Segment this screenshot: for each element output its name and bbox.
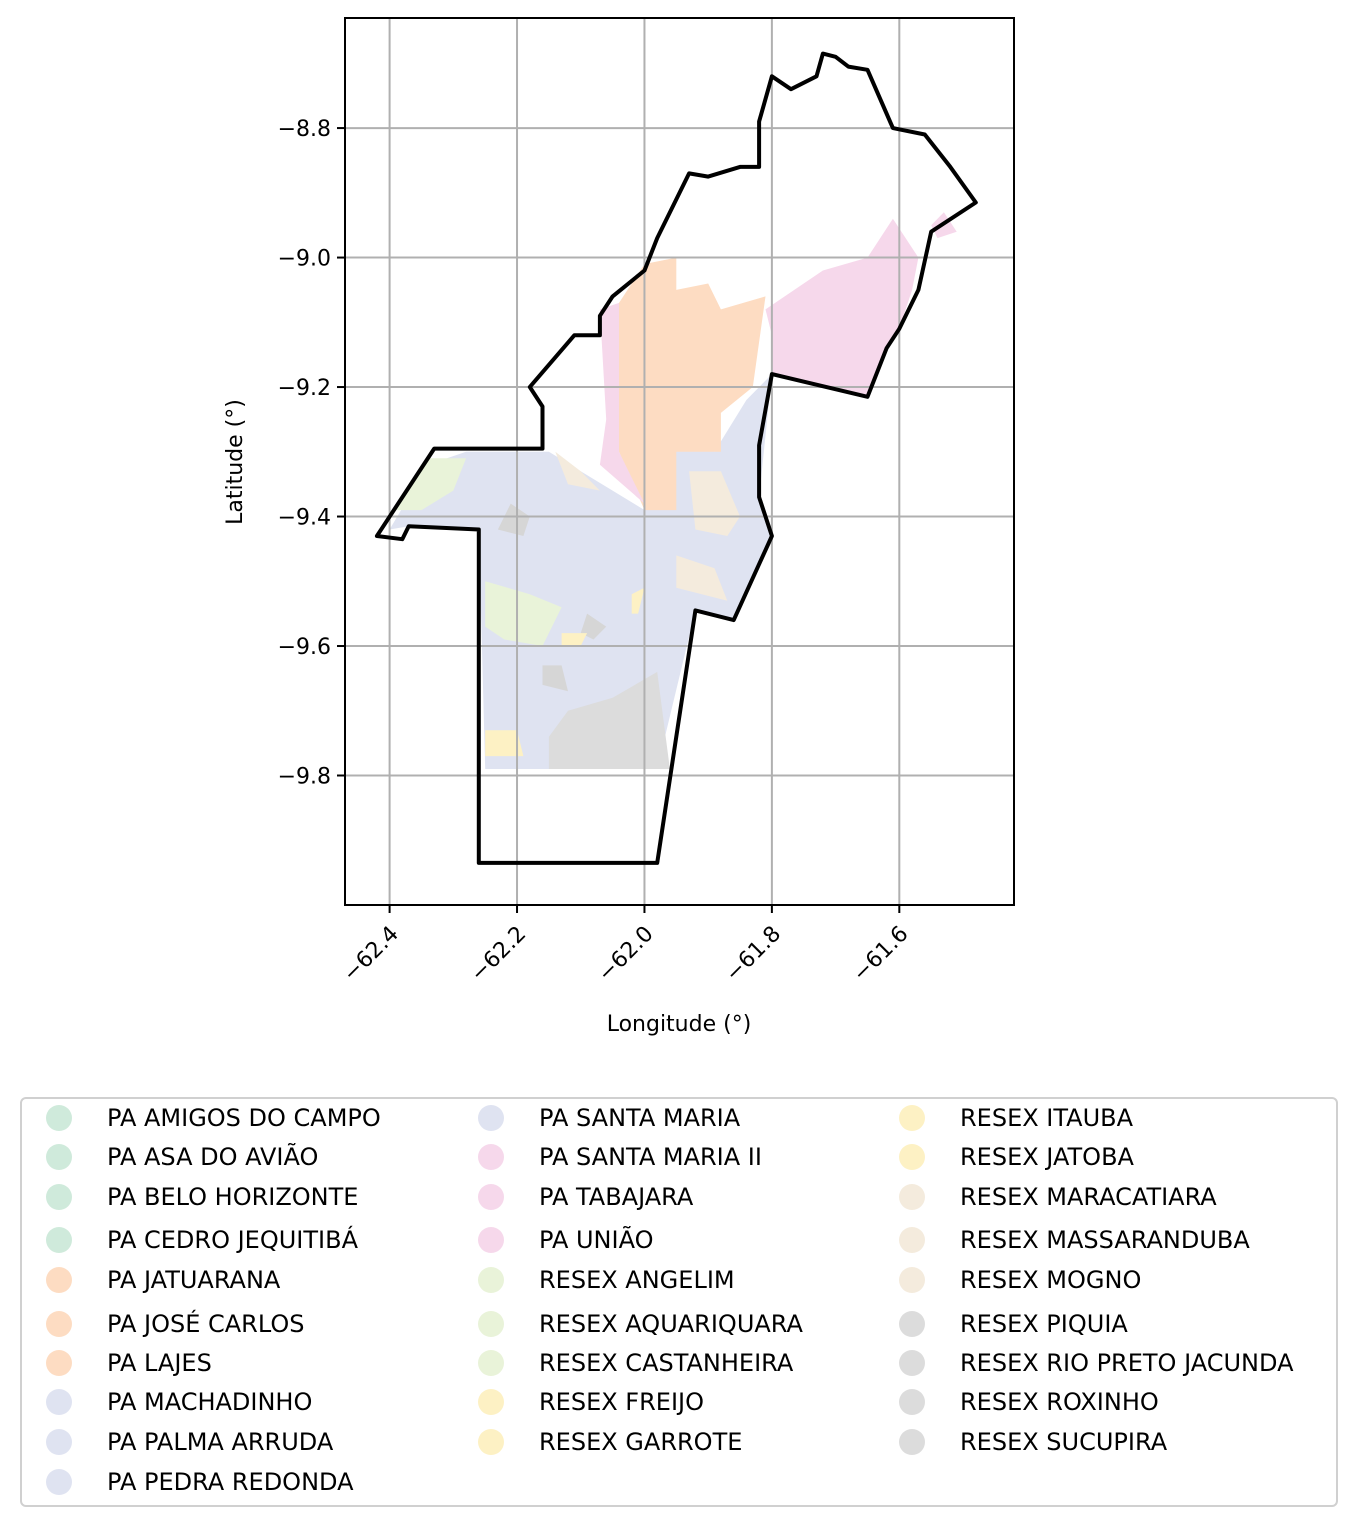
legend-label: RESEX FREIJO xyxy=(539,1388,704,1416)
legend-marker xyxy=(478,1267,504,1293)
legend-marker xyxy=(899,1429,925,1455)
map-area-resex-garrote xyxy=(631,587,645,614)
map-area-resex-castanheira xyxy=(485,581,562,646)
legend-marker xyxy=(478,1389,504,1415)
legend-label: RESEX JATOBA xyxy=(960,1143,1134,1171)
map-figure: −62.4 −62.2 −62.0 −61.8 −61.6 −8.8 −9.0 −9.2 −9.… xyxy=(223,17,1015,1037)
legend-label: RESEX GARROTE xyxy=(539,1428,743,1456)
legend-marker xyxy=(46,1311,72,1337)
legend-marker xyxy=(478,1350,504,1376)
legend-label: PA BELO HORIZONTE xyxy=(107,1183,359,1211)
legend-label: PA CEDRO JEQUITIBÁ xyxy=(107,1226,358,1254)
map-area-resex-itauba xyxy=(485,730,524,757)
map-area-resex-sucupira xyxy=(580,613,607,640)
legend-marker xyxy=(899,1267,925,1293)
legend-marker xyxy=(46,1184,72,1210)
x-tick-label: −61.8 xyxy=(721,922,786,987)
x-tick-label: −62.2 xyxy=(466,922,531,987)
legend-label: PA PALMA ARRUDA xyxy=(107,1428,334,1456)
legend-marker xyxy=(46,1227,72,1253)
map-area-pa-santa-maria xyxy=(389,374,772,769)
legend-marker xyxy=(478,1311,504,1337)
grid-lines xyxy=(345,18,1014,905)
legend-marker xyxy=(46,1144,72,1170)
legend-label: RESEX CASTANHEIRA xyxy=(539,1349,794,1377)
legend-marker xyxy=(478,1227,504,1253)
legend-label: RESEX PIQUIA xyxy=(960,1310,1128,1338)
legend-label: RESEX ROXINHO xyxy=(960,1388,1159,1416)
legend-label: PA AMIGOS DO CAMPO xyxy=(107,1104,381,1132)
legend-label: RESEX MARACATIARA xyxy=(960,1183,1217,1211)
legend-marker xyxy=(46,1267,72,1293)
legend-label: PA MACHADINHO xyxy=(107,1388,313,1416)
legend-marker xyxy=(478,1184,504,1210)
y-tick-label: −8.8 xyxy=(278,117,331,142)
legend-marker xyxy=(478,1144,504,1170)
map-area-resex-angelim xyxy=(396,458,467,511)
x-tick-label: −61.6 xyxy=(848,922,913,987)
legend-marker xyxy=(46,1469,72,1495)
legend-label: PA TABAJARA xyxy=(539,1183,694,1211)
legend-marker xyxy=(899,1144,925,1170)
y-tick-label: −9.6 xyxy=(278,635,331,660)
map-area-resex-piquia xyxy=(497,503,530,536)
legend-marker xyxy=(46,1389,72,1415)
y-tick-label: −9.8 xyxy=(278,765,331,790)
legend-marker xyxy=(478,1105,504,1131)
legend-marker xyxy=(899,1350,925,1376)
map-area-resex-rio-preto-jacunda xyxy=(548,671,670,769)
legend-marker xyxy=(899,1184,925,1210)
legend-label: RESEX ANGELIM xyxy=(539,1266,735,1294)
legend-marker xyxy=(46,1105,72,1131)
legend-label: PA JATUARANA xyxy=(107,1266,281,1294)
y-tick-label: −9.0 xyxy=(278,247,331,272)
legend-label: PA SANTA MARIA II xyxy=(539,1143,762,1171)
legend-label: RESEX MOGNO xyxy=(960,1266,1142,1294)
map-area-pa-uni-o xyxy=(599,302,645,504)
map-layers xyxy=(389,212,957,769)
municipality-boundary xyxy=(374,51,978,865)
legend-label: RESEX SUCUPIRA xyxy=(960,1428,1168,1456)
y-tick-label: −9.2 xyxy=(278,376,331,401)
legend-label: PA LAJES xyxy=(107,1349,212,1377)
legend-marker xyxy=(899,1227,925,1253)
legend-marker xyxy=(478,1429,504,1455)
legend-label: RESEX MASSARANDUBA xyxy=(960,1226,1250,1254)
legend-label: RESEX AQUARIQUARA xyxy=(539,1310,803,1338)
legend-label: PA JOSÉ CARLOS xyxy=(107,1310,305,1338)
legend-marker xyxy=(46,1429,72,1455)
y-axis-label: Latitude (°) xyxy=(223,399,248,525)
legend-label: PA PEDRA REDONDA xyxy=(107,1468,354,1496)
x-axis-label: Longitude (°) xyxy=(607,1012,752,1037)
legend-label: PA SANTA MARIA xyxy=(539,1104,741,1132)
legend-label: PA UNIÃO xyxy=(539,1226,654,1254)
map-area-resex-maracatiara xyxy=(689,471,740,536)
map-area-pa-santa-maria-ii xyxy=(765,218,919,397)
legend-marker xyxy=(899,1389,925,1415)
map-area-resex-roxinho xyxy=(542,665,568,692)
legend: PA AMIGOS DO CAMPO PA ASA DO AVIÃO PA BELO… xyxy=(20,1097,1338,1507)
map-area-resex-freijo xyxy=(561,633,588,646)
x-tick-label: −62.4 xyxy=(338,922,403,987)
legend-marker xyxy=(899,1105,925,1131)
legend-marker xyxy=(899,1311,925,1337)
map-area-resex-mogno xyxy=(676,555,728,601)
y-tick-label: −9.4 xyxy=(278,506,331,531)
legend-label: RESEX ITAUBA xyxy=(960,1104,1134,1132)
map-area-pa-jatuarana xyxy=(619,257,766,511)
plot-frame xyxy=(344,17,1015,906)
map-area-resex-massaranduba xyxy=(555,451,600,491)
legend-label: RESEX RIO PRETO JACUNDA xyxy=(960,1349,1294,1377)
legend-label: PA ASA DO AVIÃO xyxy=(107,1143,319,1171)
x-tick-label: −62.0 xyxy=(593,922,658,987)
legend-marker xyxy=(46,1350,72,1376)
